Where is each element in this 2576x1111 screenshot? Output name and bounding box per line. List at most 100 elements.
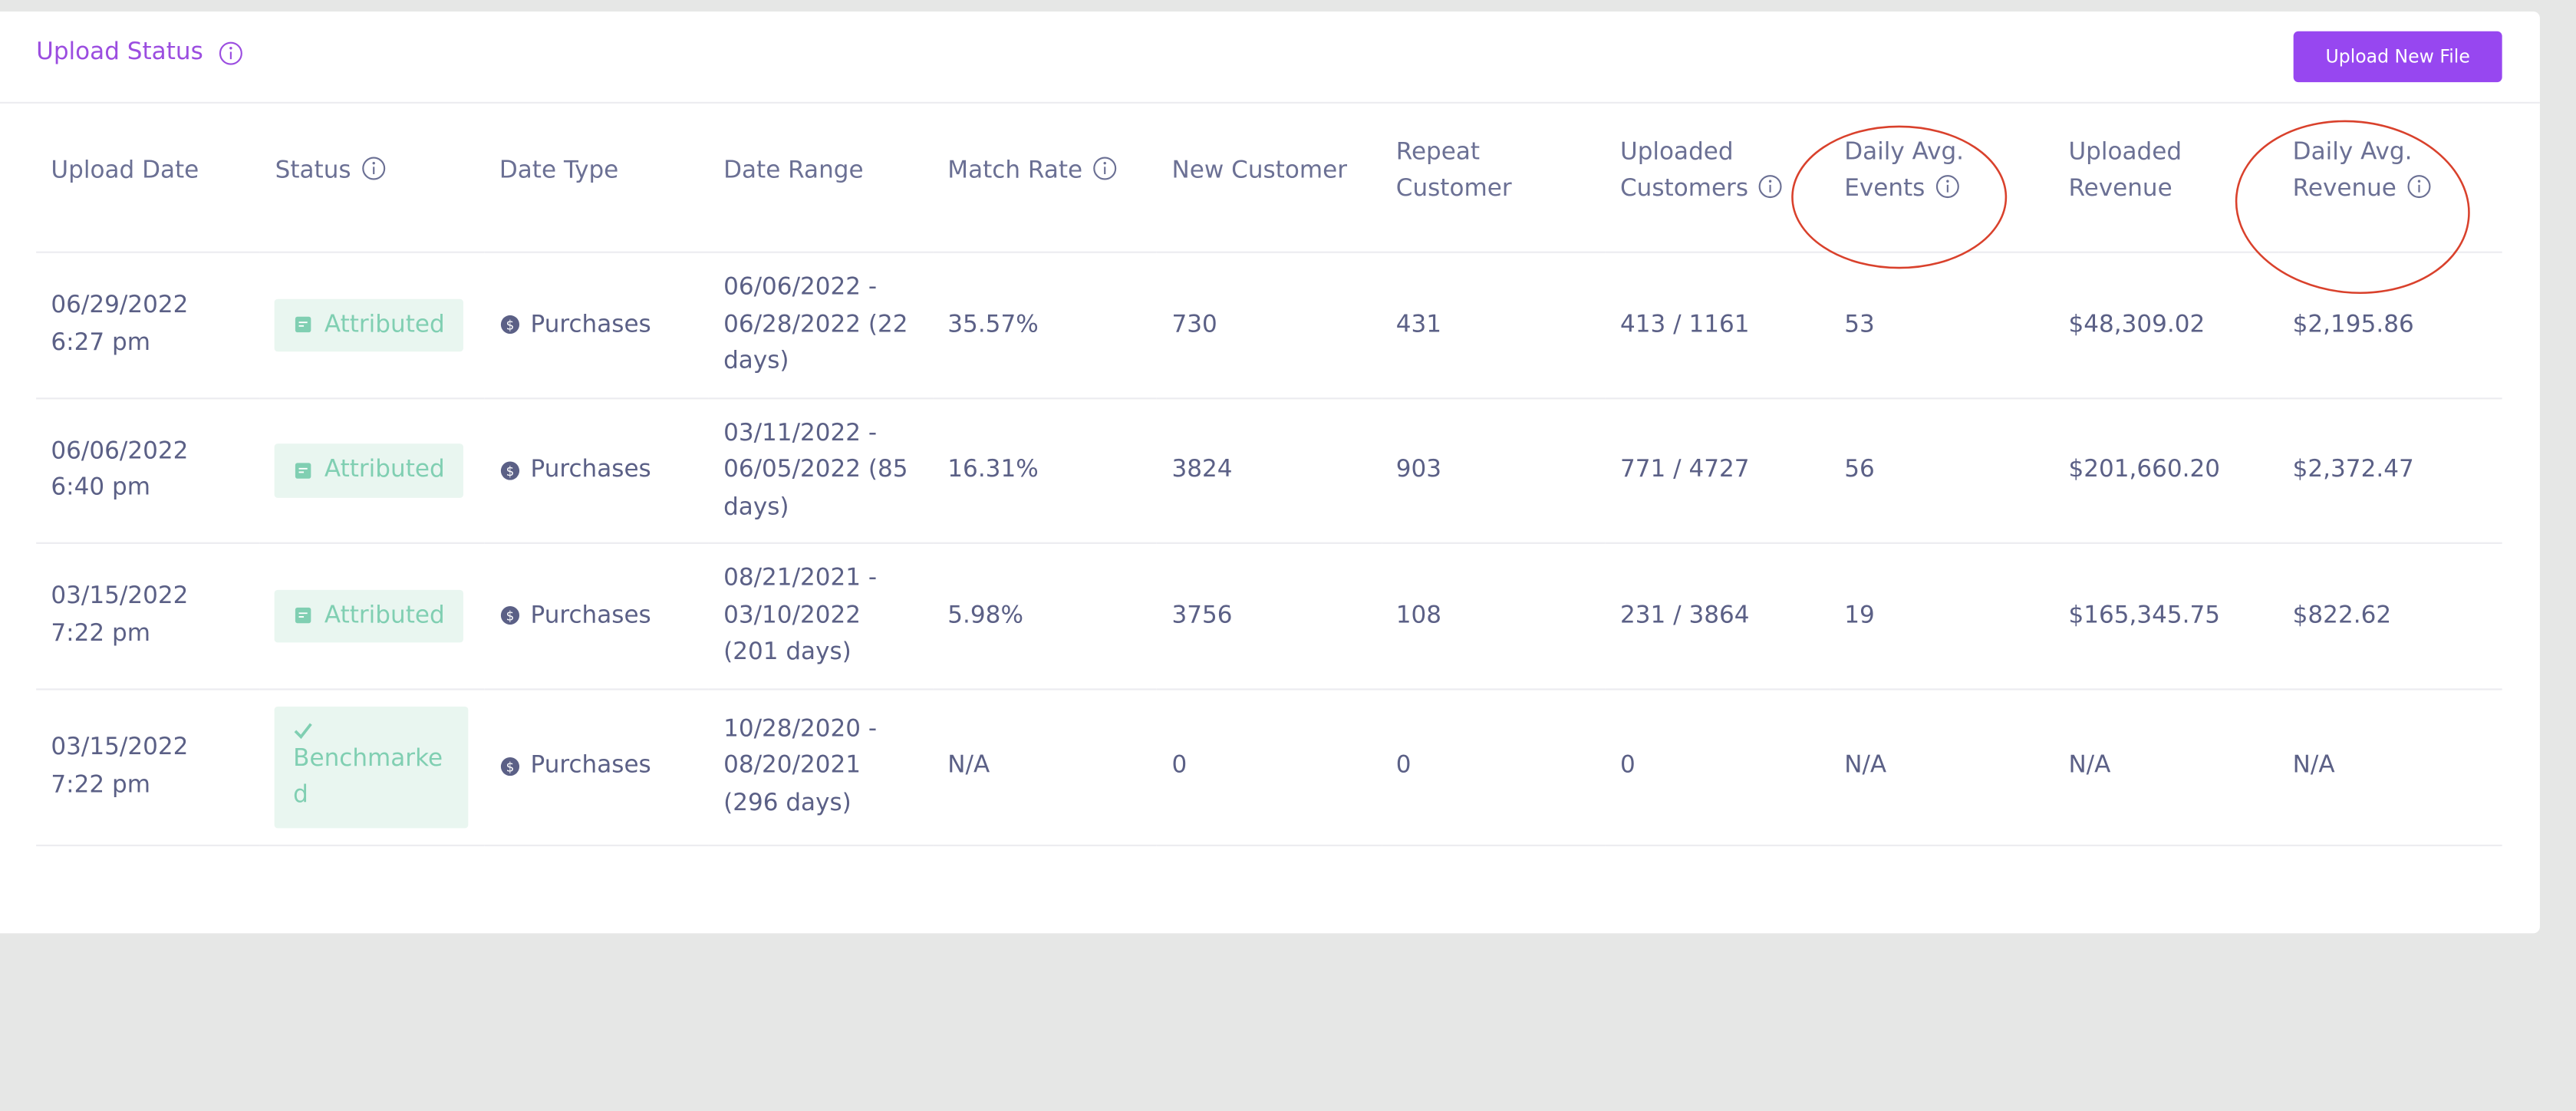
table-cell: 413 / 1161 bbox=[1605, 252, 1830, 399]
table-cell: $2,195.86 bbox=[2278, 252, 2502, 399]
check-icon bbox=[295, 722, 313, 739]
upload-button[interactable]: Upload New File bbox=[2293, 31, 2502, 83]
column-header-text: Match Rate bbox=[947, 157, 1083, 184]
cell-text: 06/06/2022 - 06/28/2022 (22 days) bbox=[723, 274, 908, 375]
column-header: Upload Date bbox=[36, 90, 261, 253]
cell-text: 3824 bbox=[1171, 457, 1233, 483]
table-row: 03/15/2022 7:22 pm Benchmarked $ Purchases 1… bbox=[36, 688, 2502, 846]
status-text: Attributed bbox=[324, 311, 445, 338]
info-icon[interactable] bbox=[1092, 156, 1117, 180]
status-badge: Benchmarked bbox=[275, 705, 469, 828]
date-type-text: Purchases bbox=[530, 457, 651, 483]
title: Upload Status bbox=[36, 39, 203, 66]
column-header-text: New Customer bbox=[1171, 157, 1347, 184]
cell-text: 730 bbox=[1171, 311, 1217, 338]
table-body: 06/29/2022 6:27 pm Attributed $ Purchases 06… bbox=[36, 252, 2502, 846]
dollar-icon: $ bbox=[500, 606, 519, 625]
column-header: Uploaded Customers bbox=[1605, 90, 1830, 253]
cell-text: 0 bbox=[1619, 753, 1636, 780]
cell-text: 03/15/2022 7:22 pm bbox=[51, 583, 189, 648]
table-cell: $ Purchases bbox=[484, 252, 709, 399]
table-cell: 5.98% bbox=[933, 542, 1158, 690]
table-cell: 56 bbox=[1829, 397, 2054, 544]
status-text: Attributed bbox=[324, 602, 445, 629]
column-header: New Customer bbox=[1157, 90, 1382, 253]
table-cell: Attributed bbox=[260, 542, 485, 690]
table-cell: 730 bbox=[1157, 252, 1382, 399]
cell-text: 53 bbox=[1844, 311, 1875, 338]
status-text: Attributed bbox=[324, 457, 445, 483]
table-row: 06/29/2022 6:27 pm Attributed $ Purchases 06… bbox=[36, 252, 2502, 399]
table-cell: N/A bbox=[2054, 688, 2278, 846]
cell-text: 231 / 3864 bbox=[1619, 602, 1750, 629]
table-cell: 771 / 4727 bbox=[1605, 397, 1830, 544]
table-cell: 903 bbox=[1381, 397, 1606, 544]
table-row: 06/06/2022 6:40 pm Attributed $ Purchases 03… bbox=[36, 397, 2502, 544]
status-text: Benchmarked bbox=[293, 745, 443, 809]
cell-text: 5.98% bbox=[947, 602, 1023, 629]
column-header-text: Uploaded Customers bbox=[1619, 138, 1749, 203]
column-header-text: Status bbox=[275, 157, 351, 184]
date-type: $ Purchases bbox=[499, 306, 694, 343]
cell-text: 108 bbox=[1395, 602, 1442, 629]
table-cell: 03/11/2022 - 06/05/2022 (85 days) bbox=[708, 397, 934, 544]
column-header: Status bbox=[260, 90, 485, 253]
dollar-icon: $ bbox=[500, 460, 519, 480]
table-cell: 431 bbox=[1381, 252, 1606, 399]
date-type-text: Purchases bbox=[530, 602, 651, 629]
cell-text: 771 / 4727 bbox=[1619, 457, 1750, 483]
cell-text: $822.62 bbox=[2292, 602, 2392, 629]
column-header-text: Repeat Customer bbox=[1395, 138, 1512, 203]
column-header-text: Uploaded Revenue bbox=[2068, 138, 2182, 203]
cell-text: N/A bbox=[2292, 753, 2335, 780]
info-icon[interactable] bbox=[1935, 174, 1959, 199]
cell-text: 06/29/2022 6:27 pm bbox=[51, 292, 189, 357]
table-cell: $ Purchases bbox=[484, 542, 709, 690]
cell-text: 08/21/2021 - 03/10/2022 (201 days) bbox=[723, 565, 878, 666]
table-cell: 108 bbox=[1381, 542, 1606, 690]
table-cell: 06/06/2022 - 06/28/2022 (22 days) bbox=[708, 252, 934, 399]
table-cell: 06/29/2022 6:27 pm bbox=[36, 252, 261, 399]
title-wrap: Upload Status bbox=[36, 39, 242, 66]
column-header: Repeat Customer bbox=[1381, 90, 1606, 253]
table-cell: $201,660.20 bbox=[2054, 397, 2278, 544]
column-header: Date Type bbox=[484, 90, 709, 253]
info-icon[interactable] bbox=[361, 156, 385, 180]
header-row: Upload Date Status Date Type Date Range Matc… bbox=[36, 90, 2502, 253]
svg-text:$: $ bbox=[506, 760, 514, 775]
cell-text: 35.57% bbox=[947, 311, 1039, 338]
table-cell: N/A bbox=[2278, 688, 2502, 846]
table-cell: N/A bbox=[1829, 688, 2054, 846]
cell-text: N/A bbox=[1844, 753, 1887, 780]
table-cell: 53 bbox=[1829, 252, 2054, 399]
table-cell: 35.57% bbox=[933, 252, 1158, 399]
cell-text: 903 bbox=[1395, 457, 1442, 483]
table-cell: 16.31% bbox=[933, 397, 1158, 544]
table-cell: 3756 bbox=[1157, 542, 1382, 690]
table-cell: 231 / 3864 bbox=[1605, 542, 1830, 690]
cell-text: N/A bbox=[947, 753, 990, 780]
info-icon[interactable] bbox=[2406, 174, 2431, 199]
table-cell: $ Purchases bbox=[484, 397, 709, 544]
column-header: Daily Avg. Events bbox=[1829, 90, 2054, 253]
info-icon[interactable] bbox=[1758, 174, 1783, 199]
cell-text: $2,195.86 bbox=[2292, 311, 2414, 338]
column-header: Uploaded Revenue bbox=[2054, 90, 2278, 253]
table-cell: 0 bbox=[1605, 688, 1830, 846]
column-header: Match Rate bbox=[933, 90, 1158, 253]
status-icon bbox=[295, 317, 312, 333]
info-icon[interactable] bbox=[218, 40, 242, 64]
table-cell: N/A bbox=[933, 688, 1158, 846]
date-type: $ Purchases bbox=[499, 452, 694, 489]
dollar-icon: $ bbox=[500, 757, 519, 776]
table-cell: 08/21/2021 - 03/10/2022 (201 days) bbox=[708, 542, 934, 690]
cell-text: $165,345.75 bbox=[2068, 602, 2221, 629]
table-row: 03/15/2022 7:22 pm Attributed $ Purchases 08… bbox=[36, 542, 2502, 690]
date-type-text: Purchases bbox=[530, 311, 651, 338]
table-cell: 03/15/2022 7:22 pm bbox=[36, 542, 261, 690]
table-cell: $2,372.47 bbox=[2278, 397, 2502, 544]
table-cell: 3824 bbox=[1157, 397, 1382, 544]
cell-text: 413 / 1161 bbox=[1619, 311, 1750, 338]
table-cell: $165,345.75 bbox=[2054, 542, 2278, 690]
